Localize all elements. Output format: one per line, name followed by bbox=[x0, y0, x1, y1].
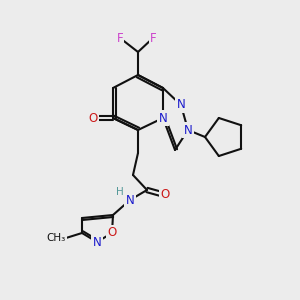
Text: CH₃: CH₃ bbox=[47, 233, 66, 243]
Text: N: N bbox=[177, 98, 185, 112]
Text: O: O bbox=[88, 112, 98, 124]
Text: F: F bbox=[117, 32, 123, 44]
Text: N: N bbox=[159, 112, 167, 124]
Text: F: F bbox=[150, 32, 156, 44]
Text: N: N bbox=[184, 124, 192, 136]
Text: O: O bbox=[107, 226, 117, 239]
Text: N: N bbox=[126, 194, 134, 206]
Text: O: O bbox=[160, 188, 169, 202]
Text: H: H bbox=[116, 187, 124, 197]
Text: N: N bbox=[93, 236, 101, 248]
